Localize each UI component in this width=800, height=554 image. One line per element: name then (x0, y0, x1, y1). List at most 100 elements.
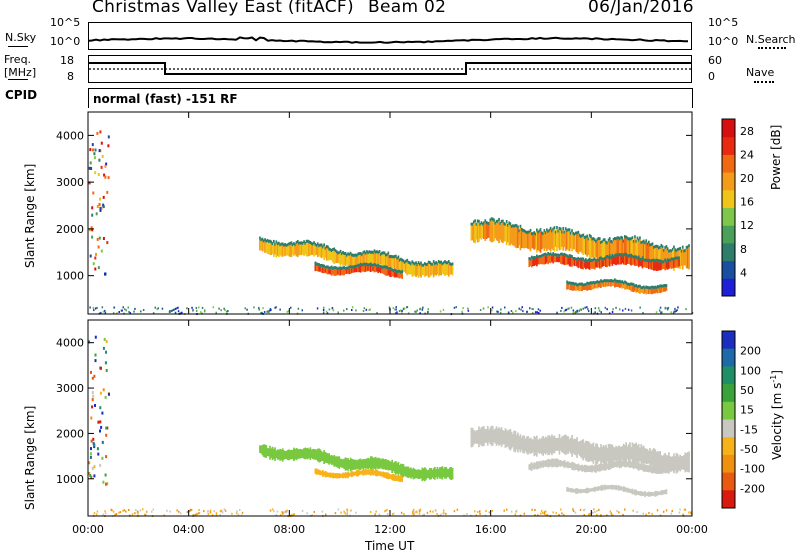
power-cell (101, 166, 103, 169)
power-cell (504, 307, 506, 309)
power-cell (587, 308, 589, 310)
power-cell (204, 310, 206, 312)
power-cell (379, 250, 381, 253)
power-cell (583, 308, 585, 310)
velocity-cell (580, 509, 582, 511)
velocity-cell (89, 474, 91, 477)
power-cell (394, 309, 396, 311)
power-cell (123, 306, 125, 308)
velocity-cell (688, 512, 690, 514)
power-cell (648, 241, 650, 244)
power-cell (631, 310, 633, 312)
velocity-cell (236, 510, 238, 512)
power-cell (162, 308, 164, 310)
power-cell (196, 310, 198, 312)
velocity-cell (94, 512, 96, 514)
power-cell (670, 311, 672, 313)
velocity-cell (452, 468, 454, 479)
velocity-cell (678, 462, 680, 470)
velocity-cell (190, 509, 192, 511)
velocity-cell (104, 510, 106, 512)
velocity-cell (105, 434, 107, 437)
velocity-cell (105, 351, 107, 354)
velocity-cell (92, 398, 94, 401)
velocity-colorbar-segment (722, 402, 735, 420)
velocity-cell (95, 354, 97, 357)
power-cell (656, 311, 658, 313)
xtick-label: 04:00 (173, 523, 205, 536)
velocity-cell (90, 417, 92, 420)
power-cell (422, 309, 424, 311)
power-cell (632, 236, 634, 239)
power-cell (622, 237, 624, 240)
velocity-cell (636, 511, 638, 513)
power-cell (196, 307, 198, 309)
velocity-cell (651, 513, 653, 515)
velocity-cell (197, 513, 199, 515)
colorbars: 4812162024282001005015-15-50-100-200 (722, 119, 765, 509)
power-cell (628, 309, 630, 311)
power-cell (175, 312, 177, 314)
power-cell (554, 226, 556, 229)
velocity-cell (93, 442, 95, 445)
velocity-cell (346, 513, 348, 515)
velocity-cell (90, 371, 92, 374)
velocity-cell (541, 510, 543, 512)
velocity-cell (144, 514, 146, 516)
velocity-cell (134, 512, 136, 514)
velocity-cell (432, 511, 434, 513)
velocity-cell (561, 512, 563, 514)
velocity-cell (477, 511, 479, 513)
velocity-cell (506, 509, 508, 511)
power-colorbar-segment (722, 261, 735, 279)
velocity-cell (95, 336, 97, 339)
velocity-cell (592, 512, 594, 514)
power-cell (259, 309, 261, 311)
ytick-label: 2000 (56, 223, 84, 236)
velocity-cell (231, 513, 233, 515)
power-cell (619, 308, 621, 310)
power-cell (346, 308, 348, 310)
power-panel (89, 130, 694, 315)
velocity-colorbar-segment (722, 349, 735, 367)
power-cell (98, 266, 100, 269)
velocity-cell (393, 513, 395, 515)
velocity-cell (100, 392, 102, 395)
power-cell (323, 312, 325, 314)
power-cell (500, 309, 502, 311)
power-cell (652, 242, 654, 245)
power-cell (363, 310, 365, 312)
power-cell (226, 311, 228, 313)
power-cell (202, 307, 204, 309)
velocity-colorbar-segment (722, 331, 735, 349)
velocity-cell (314, 511, 316, 513)
velocity-cell (146, 511, 148, 513)
power-cell (101, 142, 103, 145)
power-cell (93, 309, 95, 311)
power-cell (563, 311, 565, 313)
velocity-cell (575, 512, 577, 514)
power-cell (177, 307, 179, 309)
power-cell (522, 306, 524, 308)
velocity-cell (457, 509, 459, 511)
velocity-cell (178, 511, 180, 513)
velocity-colorbar-segment (722, 437, 735, 455)
velocity-cell (199, 512, 201, 514)
power-colorbar-label: Power [dB] (769, 125, 783, 190)
power-cell (498, 218, 500, 221)
velocity-cell (643, 513, 645, 515)
power-cell (114, 307, 116, 309)
velocity-cell (100, 426, 102, 429)
velocity-cell (413, 509, 415, 511)
power-cell (94, 156, 96, 159)
velocity-cell (584, 509, 586, 511)
velocity-cell (92, 467, 94, 470)
velocity-cell (573, 510, 575, 512)
velocity-cell (610, 510, 612, 512)
power-cell (584, 307, 586, 309)
velocity-cell (616, 510, 618, 512)
power-cell (103, 196, 105, 199)
velocity-cell (594, 511, 596, 513)
power-cell (108, 176, 110, 179)
power-cell (538, 308, 540, 310)
